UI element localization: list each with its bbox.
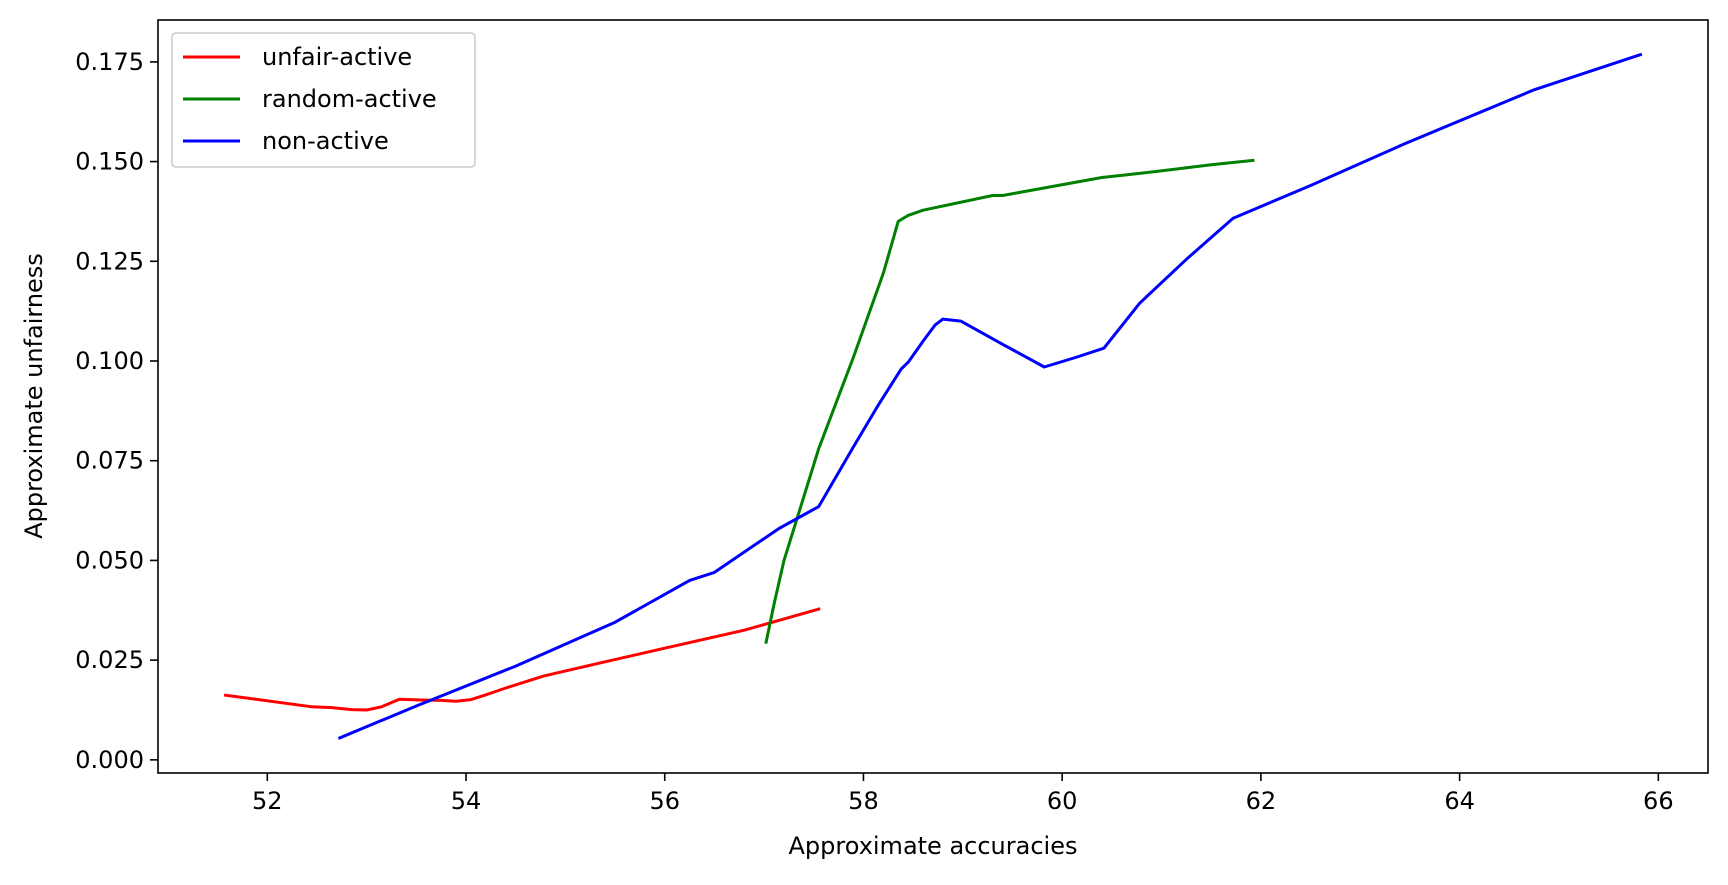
legend-label-unfair-active: unfair-active bbox=[262, 43, 412, 71]
series-line-unfair-active bbox=[223, 607, 821, 712]
x-tick-label: 66 bbox=[1643, 787, 1674, 815]
series-line-random-active bbox=[764, 158, 1255, 644]
legend-items: unfair-active random-active non-active bbox=[183, 43, 437, 155]
y-axis-ticks: 0.000 0.025 0.050 0.075 0.100 0.125 0.150 0.175 bbox=[75, 48, 158, 774]
series-line-non-active bbox=[337, 52, 1643, 740]
series-lines bbox=[223, 52, 1643, 740]
legend-label-random-active: random-active bbox=[262, 85, 437, 113]
x-tick-label: 52 bbox=[252, 787, 283, 815]
x-tick-label: 58 bbox=[848, 787, 879, 815]
legend-label-non-active: non-active bbox=[262, 127, 389, 155]
y-tick-label: 0.000 bbox=[75, 746, 144, 774]
x-tick-label: 54 bbox=[451, 787, 482, 815]
y-tick-label: 0.175 bbox=[75, 48, 144, 76]
x-axis-label: Approximate accuracies bbox=[789, 832, 1078, 860]
y-axis-label: Approximate unfairness bbox=[20, 253, 48, 539]
x-axis-ticks: 52 54 56 58 60 62 64 66 bbox=[252, 773, 1674, 815]
y-tick-label: 0.125 bbox=[75, 247, 144, 275]
y-tick-label: 0.075 bbox=[75, 447, 144, 475]
x-tick-label: 60 bbox=[1047, 787, 1078, 815]
y-tick-label: 0.100 bbox=[75, 347, 144, 375]
x-tick-label: 64 bbox=[1444, 787, 1475, 815]
plot-frame bbox=[157, 19, 1709, 774]
x-tick-label: 56 bbox=[649, 787, 680, 815]
y-tick-label: 0.025 bbox=[75, 646, 144, 674]
x-tick-label: 62 bbox=[1246, 787, 1277, 815]
y-tick-label: 0.150 bbox=[75, 148, 144, 176]
legend-frame bbox=[171, 32, 476, 168]
legend: unfair-active random-active non-active bbox=[171, 32, 476, 168]
y-tick-label: 0.050 bbox=[75, 546, 144, 574]
